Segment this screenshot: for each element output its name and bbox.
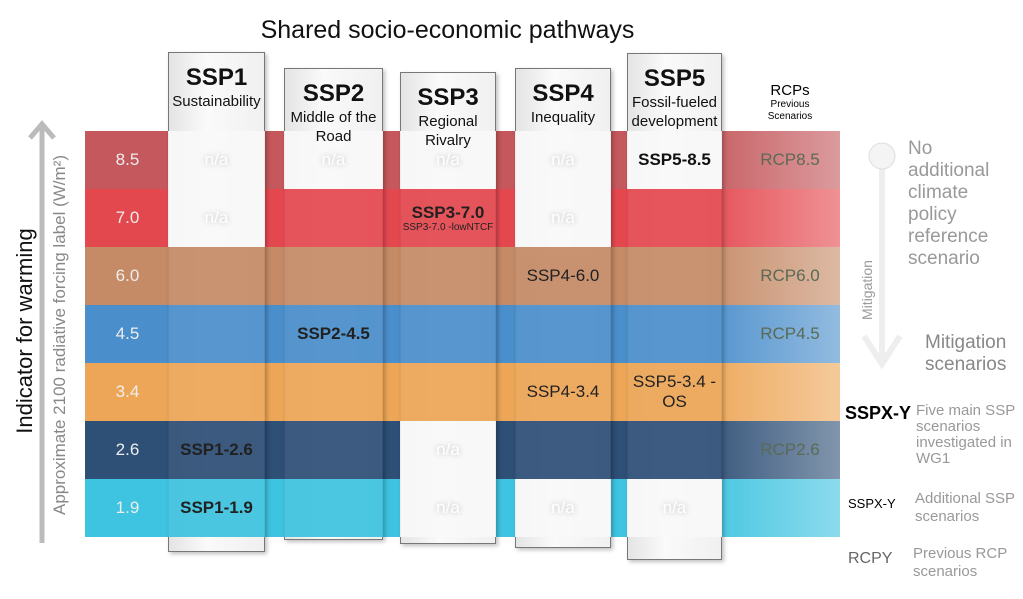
rcp-label: RCP4.5 bbox=[760, 324, 820, 343]
scenario-cell: SSP1-2.6 bbox=[168, 421, 265, 479]
legend-main-text: Five main SSP scenarios investigated in … bbox=[916, 402, 1015, 467]
empty-cell bbox=[400, 247, 496, 305]
na-label: n/a bbox=[551, 150, 575, 169]
empty-cell bbox=[284, 421, 383, 479]
legend-additional-key: SSPX-Y bbox=[848, 496, 896, 511]
scenario-cell: SSP4-6.0 bbox=[515, 247, 611, 305]
diagram-title: Shared socio-economic pathways bbox=[260, 16, 635, 44]
empty-cell bbox=[627, 247, 722, 305]
empty-cell bbox=[168, 247, 265, 305]
na-cell: n/a bbox=[515, 189, 611, 247]
forcing-value: 2.6 bbox=[115, 440, 140, 459]
mitigation-arrow-icon bbox=[861, 142, 903, 370]
ssp-name: SSP2 bbox=[302, 80, 365, 107]
na-label: n/a bbox=[551, 498, 575, 517]
na-cell: n/a bbox=[627, 479, 722, 537]
empty-cell bbox=[400, 363, 496, 421]
mitigation-axis-label: Mitigation bbox=[859, 260, 875, 320]
scenario-cell: SSP5-3.4 -OS bbox=[627, 363, 722, 421]
rcp-subtitle: Previous Scenarios bbox=[767, 99, 813, 122]
scenario-label: SSP2-4.5 bbox=[297, 324, 370, 343]
scenario-label: SSP5-8.5 bbox=[638, 150, 711, 169]
empty-cell bbox=[168, 305, 265, 363]
na-cell: n/a bbox=[515, 479, 611, 537]
rcp-title: RCPs bbox=[770, 82, 810, 99]
ssp-description: Inequality bbox=[530, 109, 596, 126]
legend-main-key: SSPX-Y bbox=[845, 403, 912, 423]
scenario-cell: SSP3-7.0 SSP3-7.0 -lowNTCF bbox=[400, 189, 496, 247]
forcing-value: 4.5 bbox=[115, 324, 140, 343]
ssp-name: SSP1 bbox=[185, 64, 248, 91]
na-label: n/a bbox=[321, 150, 346, 169]
scenario-cell: SSP5-8.5 bbox=[627, 131, 722, 189]
scenario-label: SSP4-3.4 bbox=[526, 382, 600, 401]
na-label: n/a bbox=[436, 440, 460, 459]
scenario-label: SSP5-3.4 -OS bbox=[632, 372, 717, 411]
indicator-label: Indicator for warming bbox=[12, 228, 37, 434]
rcp-label: RCP6.0 bbox=[760, 266, 820, 285]
panel-header: SSP2 Middle of the Road bbox=[284, 80, 383, 146]
legend-additional-text: Additional SSP scenarios bbox=[915, 490, 1015, 525]
scenario-label: SSP3-7.0 bbox=[411, 203, 485, 222]
empty-cell bbox=[627, 421, 722, 479]
ssp-name: SSP4 bbox=[532, 80, 594, 107]
scenario-label: SSP4-6.0 bbox=[526, 266, 600, 285]
panel-header: SSP3 Regional Rivalry bbox=[400, 84, 496, 150]
forcing-value: 7.0 bbox=[115, 208, 140, 227]
na-cell: n/a bbox=[284, 131, 383, 189]
scenario-cell: SSP2-4.5 bbox=[284, 305, 383, 363]
ssp-description: Sustainability bbox=[172, 93, 261, 110]
ssp-name: SSP3 bbox=[417, 84, 479, 111]
forcing-value: 8.5 bbox=[115, 150, 140, 169]
rcp-label: RCP2.6 bbox=[760, 440, 820, 459]
empty-cell bbox=[168, 363, 265, 421]
panel-header: SSP4 Inequality bbox=[515, 80, 611, 127]
na-label: n/a bbox=[551, 208, 575, 227]
warming-arrow-icon bbox=[28, 120, 56, 543]
na-label: n/a bbox=[436, 150, 460, 169]
empty-cell bbox=[627, 189, 722, 247]
ssp-description: Middle of the Road bbox=[290, 109, 377, 145]
mitigation-scenarios-label: Mitigation scenarios bbox=[925, 332, 1007, 375]
scenario-label: SSP1-1.9 bbox=[180, 498, 253, 517]
empty-cell bbox=[284, 363, 383, 421]
empty-cell bbox=[284, 189, 383, 247]
panel-header: SSP1 Sustainability bbox=[168, 64, 265, 111]
na-label: n/a bbox=[662, 498, 687, 517]
na-cell: n/a bbox=[400, 421, 496, 479]
forcing-value: 6.0 bbox=[115, 266, 140, 285]
na-cell: n/a bbox=[400, 131, 496, 189]
ssp-description: Fossil-fueled development bbox=[631, 94, 718, 130]
ssp-description: Regional Rivalry bbox=[418, 113, 478, 149]
scenario-sublabel: SSP3-7.0 -lowNTCF bbox=[402, 222, 494, 233]
na-cell: n/a bbox=[168, 189, 265, 247]
na-label: n/a bbox=[204, 208, 229, 227]
na-cell: n/a bbox=[168, 131, 265, 189]
scenario-cell: SSP4-3.4 bbox=[515, 363, 611, 421]
empty-cell bbox=[515, 421, 611, 479]
reference-scenario-label: No additional climate policy reference s… bbox=[908, 138, 990, 269]
na-label: n/a bbox=[204, 150, 229, 169]
empty-cell bbox=[627, 305, 722, 363]
legend-rcp-text: Previous RCP scenarios bbox=[913, 545, 1007, 580]
empty-cell bbox=[284, 247, 383, 305]
legend-rcp-key: RCPY bbox=[848, 550, 893, 567]
na-label: n/a bbox=[436, 498, 460, 517]
forcing-value: 3.4 bbox=[115, 382, 140, 401]
forcing-value: 1.9 bbox=[115, 498, 140, 517]
na-cell: n/a bbox=[515, 131, 611, 189]
panel-header: SSP5 Fossil-fueled development bbox=[627, 65, 722, 131]
scenario-cell: SSP1-1.9 bbox=[168, 479, 265, 537]
rcp-label: RCP8.5 bbox=[760, 150, 820, 169]
empty-cell bbox=[400, 305, 496, 363]
scenario-label: SSP1-2.6 bbox=[180, 440, 253, 459]
rcp-header: RCPs Previous Scenarios bbox=[740, 82, 840, 123]
ssp-name: SSP5 bbox=[643, 65, 706, 92]
na-cell: n/a bbox=[400, 479, 496, 537]
empty-cell bbox=[284, 479, 383, 537]
forcing-axis-label: Approximate 2100 radiative forcing label… bbox=[50, 155, 69, 515]
empty-cell bbox=[515, 305, 611, 363]
